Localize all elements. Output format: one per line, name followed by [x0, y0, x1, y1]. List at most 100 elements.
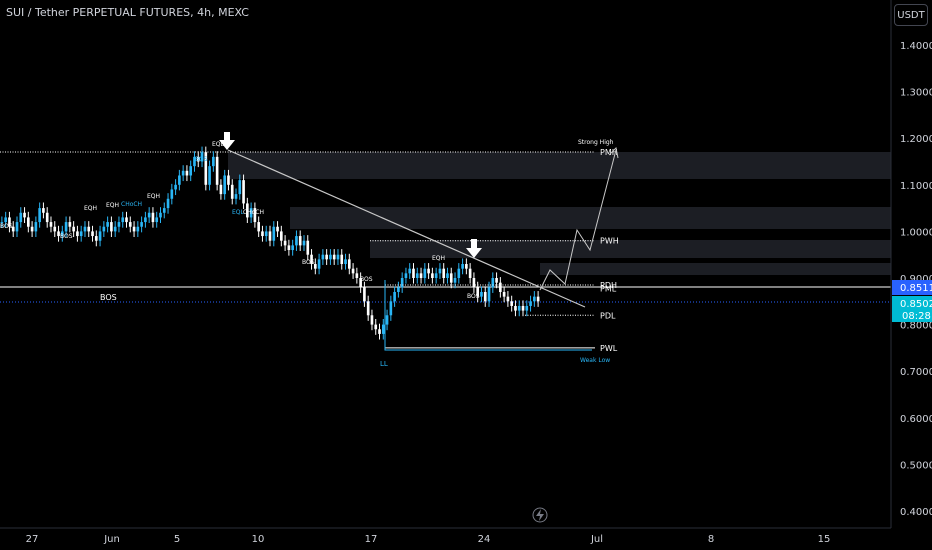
candle-body: [189, 166, 193, 176]
candle-body: [295, 236, 298, 246]
last-price-badge: [892, 280, 932, 295]
candle-body: [264, 231, 268, 237]
time-tick-label: 17: [365, 534, 378, 545]
candle-body: [185, 170, 189, 176]
candle-body: [34, 222, 38, 232]
annotation-bos: BOS: [360, 276, 373, 283]
candle-body: [223, 175, 227, 195]
projection-path: [539, 149, 617, 291]
candle-body: [246, 203, 249, 218]
candle-body: [0, 222, 4, 224]
level-label-pwl: PWL: [600, 344, 618, 353]
candles: [0, 146, 540, 340]
candle-body: [249, 208, 253, 218]
candle-body: [347, 259, 351, 269]
candle-body: [159, 212, 162, 218]
last-price-label: 0.8511: [900, 283, 932, 294]
price-axis[interactable]: 1.4000 1.3000 1.2000 1.1000 1.0000 0.9000 0.80…: [900, 41, 932, 518]
candle-body: [321, 254, 325, 260]
candle-body: [49, 222, 53, 227]
candle-body: [68, 222, 72, 227]
candle-body: [476, 287, 480, 297]
level-label-pdh: PDH: [600, 281, 617, 290]
price-tick-label: 0.7000: [900, 367, 932, 378]
candle-body: [491, 278, 495, 288]
annotation-bos: BOS: [0, 223, 13, 230]
chart-title: SUI / Tether PERPETUAL FUTURES, 4h, MEXC: [6, 6, 249, 19]
annotation-bos: BOS: [467, 293, 480, 300]
candle-body: [144, 217, 147, 223]
candle-body: [325, 254, 328, 260]
candle-body: [64, 222, 68, 232]
candle-body: [230, 184, 234, 199]
candle-body: [166, 198, 170, 209]
annotation-eql: EQL: [232, 209, 245, 216]
candle-body: [162, 208, 166, 213]
annotation-bos: BOS: [195, 156, 208, 163]
annotation-eql: EQL: [212, 141, 225, 148]
candle-body: [132, 226, 136, 232]
candle-body: [359, 278, 362, 288]
time-axis[interactable]: 27 Jun 5 10 17 24 Jul 8 15: [26, 534, 831, 545]
resistance-zone-2: [290, 207, 891, 229]
annotation-bos: BOS: [60, 233, 73, 240]
candle-body: [83, 226, 87, 232]
candle-body: [242, 180, 245, 204]
candle-body: [355, 273, 359, 278]
candle-body: [212, 156, 215, 167]
resistance-zone-3: [370, 240, 891, 258]
price-tick-label: 0.6000: [900, 414, 932, 425]
level-label-pdl: PDL: [600, 311, 616, 320]
annotation-eqh: EQH: [106, 202, 119, 209]
current-price-badge: [892, 296, 932, 322]
candle-body: [261, 231, 264, 237]
candle-body: [536, 296, 540, 302]
candle-body: [4, 217, 7, 223]
candle-body: [253, 208, 257, 223]
candle-body: [461, 264, 464, 269]
time-tick-label: 27: [26, 534, 39, 545]
candle-body: [79, 231, 83, 237]
price-tick-label: 1.3000: [900, 88, 932, 99]
candle-body: [472, 278, 476, 288]
candle-body: [53, 226, 57, 232]
candle-body: [60, 231, 64, 237]
candle-body: [72, 226, 75, 232]
candle-body: [155, 217, 159, 223]
annotation-weak-low: Weak Low: [580, 357, 610, 364]
candle-body: [23, 212, 26, 218]
currency-button[interactable]: USDT: [894, 4, 928, 26]
candle-body: [91, 231, 94, 237]
candle-body: [215, 156, 219, 185]
candle-body: [306, 240, 310, 255]
lightning-icon[interactable]: [532, 507, 548, 523]
annotation-eqh: EQH: [432, 255, 445, 262]
candle-body: [45, 212, 49, 223]
candle-body: [415, 273, 419, 278]
candle-body: [499, 282, 502, 292]
candle-body: [385, 315, 389, 325]
candle-body: [453, 278, 457, 283]
candle-body: [106, 222, 109, 227]
candle-body: [30, 226, 34, 232]
candle-body: [404, 273, 408, 278]
candle-body: [483, 291, 487, 302]
candle-body: [517, 305, 521, 311]
candle-body: [234, 194, 238, 199]
annotation-eqh: EQH: [84, 205, 97, 212]
weak-low-line: [384, 280, 592, 351]
candle-body: [313, 264, 317, 269]
candle-body: [181, 170, 185, 176]
candle-body: [298, 236, 302, 246]
candle-body: [397, 287, 400, 292]
candle-body: [393, 291, 396, 302]
candle-body: [370, 315, 374, 325]
candle-body: [423, 268, 427, 278]
candle-body: [438, 268, 442, 274]
candle-body: [495, 278, 498, 283]
price-tick-label: 1.2000: [900, 134, 932, 145]
candle-body: [431, 273, 434, 278]
candle-body: [514, 305, 517, 311]
